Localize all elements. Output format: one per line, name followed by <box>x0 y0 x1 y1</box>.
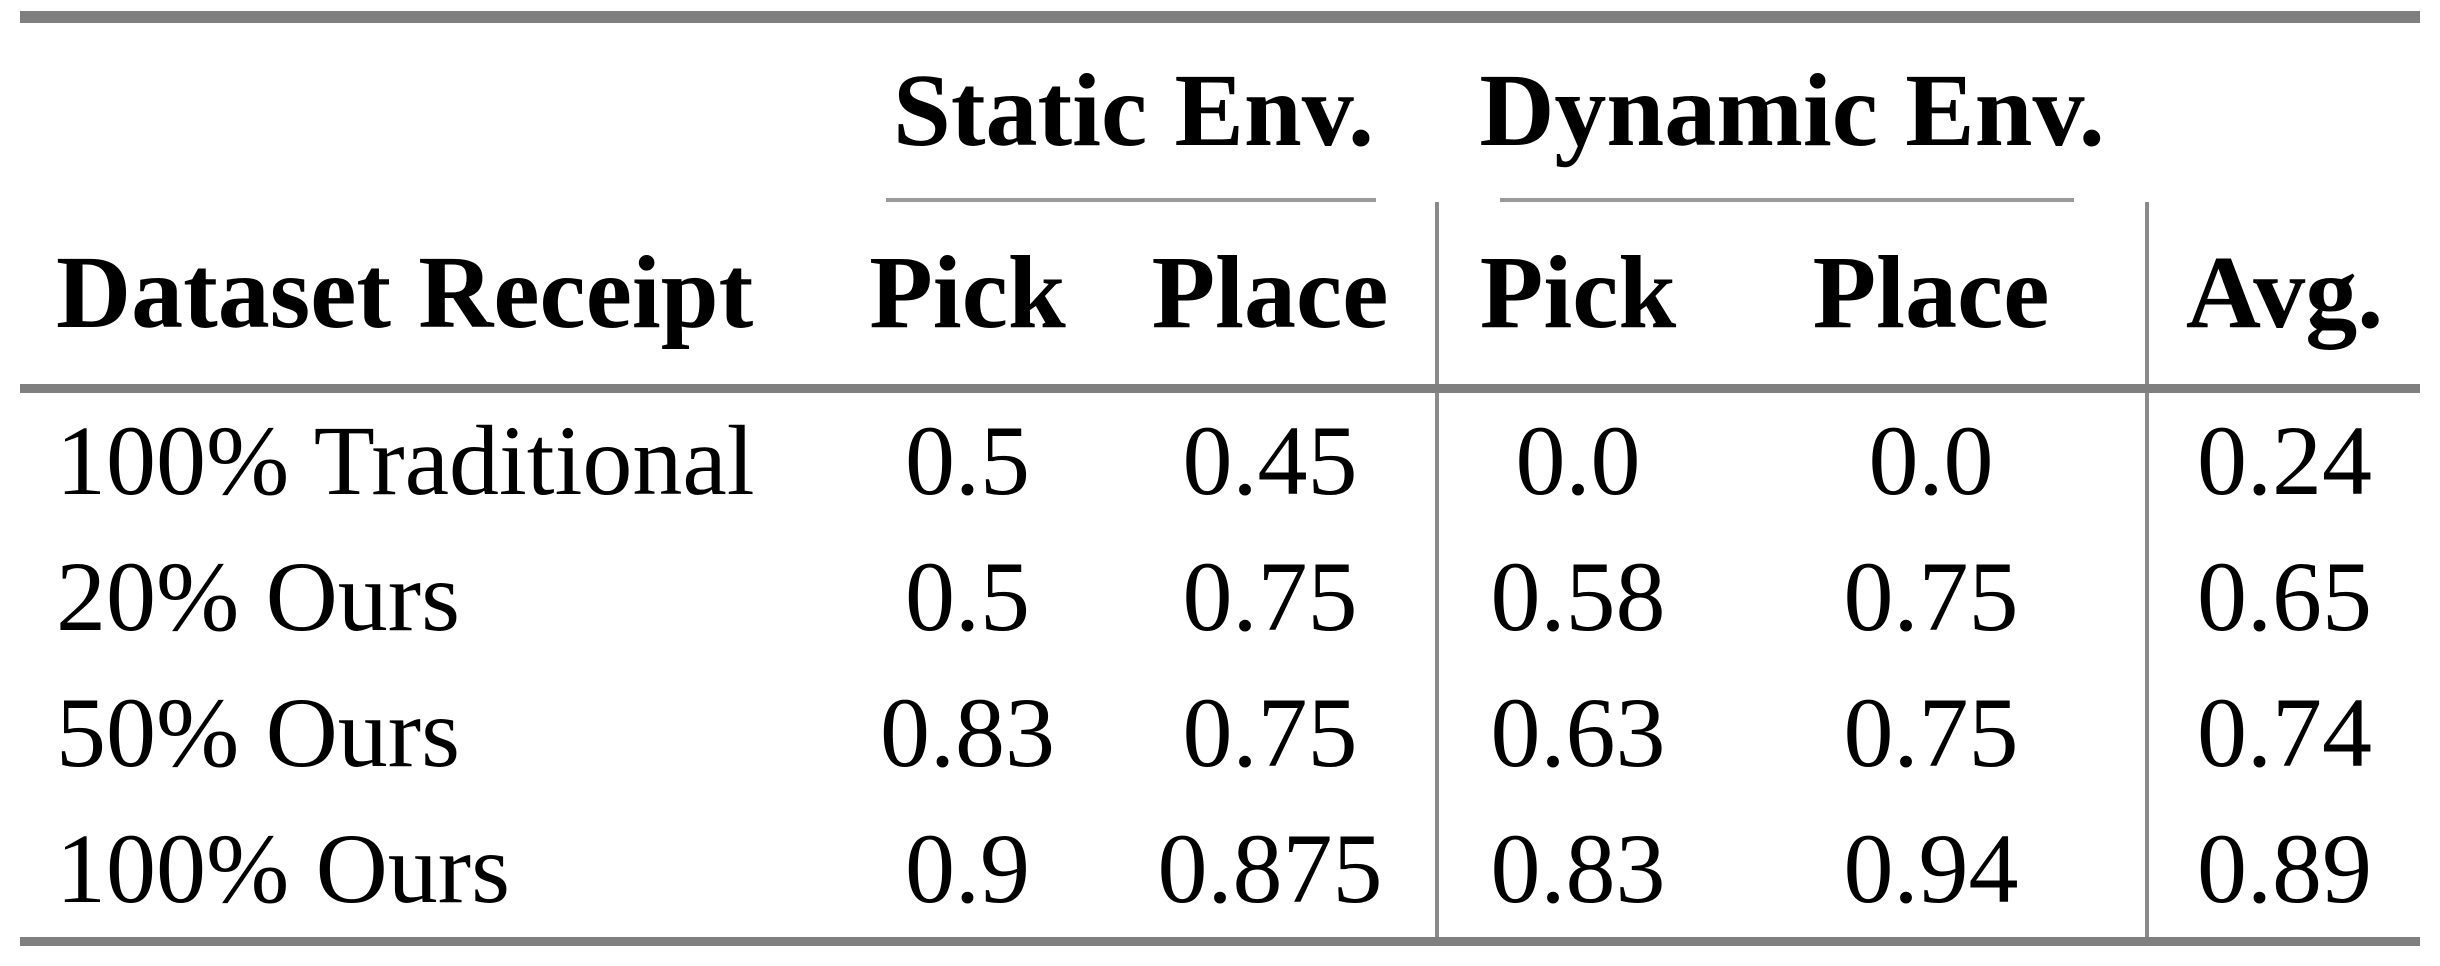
cell-static-place: 0.45 <box>1105 388 1440 529</box>
cell-dynamic-pick: 0.0 <box>1515 405 1641 516</box>
cell-static-pick: 0.9 <box>905 813 1030 924</box>
row-label: 100% Ours <box>56 813 511 924</box>
cell-dynamic-place: 0.75 <box>1717 529 2150 665</box>
row-label: 50% Ours <box>56 677 461 788</box>
paper-table-figure: Static Env. Dynamic Env. Dataset Receipt… <box>20 0 2421 946</box>
cell-avg: 0.65 <box>2197 541 2373 652</box>
cell-dynamic-place: 0.0 <box>1717 388 2150 529</box>
cmidrule-static <box>886 198 1377 202</box>
cell-static-place: 0.75 <box>1105 529 1440 665</box>
col-header-dynamic-pick: Pick <box>1437 202 1718 393</box>
cmidrule-static-cell <box>830 198 1437 202</box>
row-label: 20% Ours <box>56 541 461 652</box>
cell-static-pick: 0.5 <box>905 541 1030 652</box>
cell-dynamic-pick: 0.63 <box>1490 677 1666 788</box>
cmidrule-dynamic <box>1500 198 2075 202</box>
group-header-row: Static Env. Dynamic Env. <box>20 23 2420 198</box>
cell-avg: 0.74 <box>2197 677 2373 788</box>
cell-avg: 0.24 <box>2197 405 2373 516</box>
cell-static-place: 0.75 <box>1105 665 1440 801</box>
table-row: 20% Ours 0.5 0.75 0.58 0.75 0.65 <box>20 529 2420 665</box>
col-header-dynamic-place: Place <box>1717 202 2150 393</box>
cmidrule-row <box>20 198 2420 202</box>
group-header-spacer <box>20 23 830 198</box>
cell-static-pick: 0.83 <box>880 677 1055 788</box>
col-header-static-place: Place <box>1105 202 1440 393</box>
row-label: 100% Traditional <box>56 405 755 516</box>
col-header-avg: Avg. <box>2147 202 2421 393</box>
cell-dynamic-place: 0.94 <box>1717 801 2150 942</box>
cell-dynamic-pick: 0.58 <box>1490 541 1666 652</box>
cell-static-pick: 0.5 <box>905 405 1030 516</box>
table-row: 50% Ours 0.83 0.75 0.63 0.75 0.74 <box>20 665 2420 801</box>
cell-avg: 0.89 <box>2197 813 2373 924</box>
col-header-static-pick: Pick <box>830 202 1105 393</box>
table-row: 100% Ours 0.9 0.875 0.83 0.94 0.89 <box>20 801 2420 942</box>
cmidrule-dynamic-cell <box>1437 198 2147 202</box>
cell-dynamic-pick: 0.83 <box>1490 813 1666 924</box>
group-header-spacer <box>2147 23 2420 198</box>
col-group-static-env: Static Env. <box>893 52 1374 168</box>
top-rule <box>20 11 2420 23</box>
cell-dynamic-place: 0.75 <box>1717 665 2150 801</box>
column-header-row: Dataset Receipt Pick Place Pick Place Av… <box>20 202 2421 393</box>
col-header-dataset-receipt: Dataset Receipt <box>20 202 830 393</box>
table-row: 100% Traditional 0.5 0.45 0.0 0.0 0.24 <box>20 388 2420 529</box>
col-group-dynamic-env: Dynamic Env. <box>1479 52 2105 168</box>
cell-static-place: 0.875 <box>1105 801 1440 942</box>
results-table: Static Env. Dynamic Env. Dataset Receipt… <box>20 23 2421 946</box>
